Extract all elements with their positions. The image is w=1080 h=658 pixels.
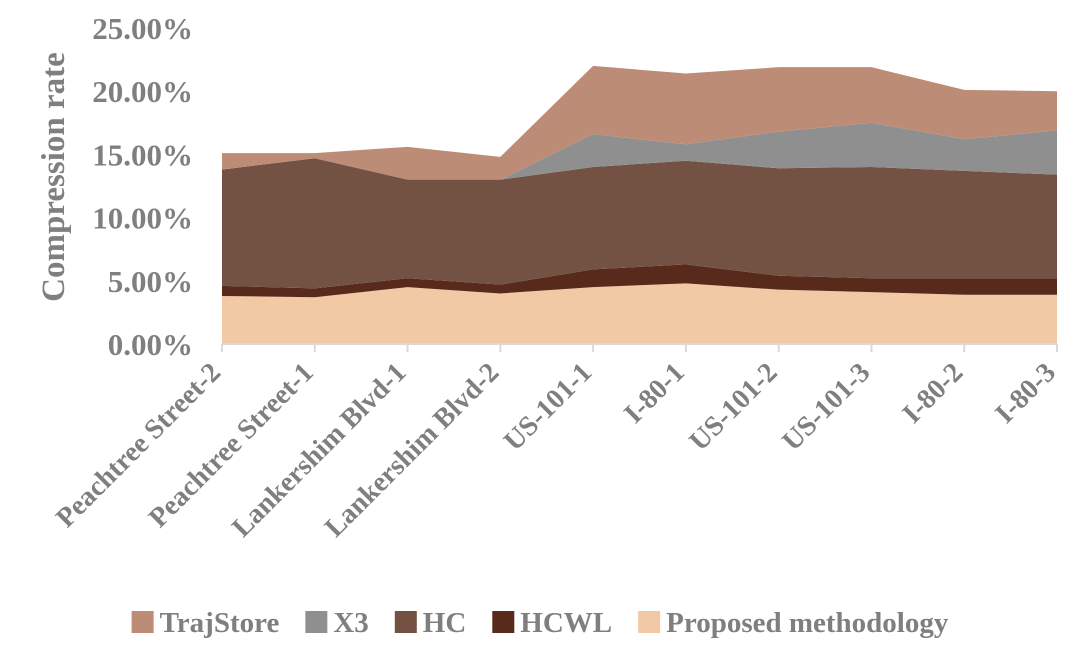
legend-swatch [638, 611, 661, 633]
x-tick-label: Lankershim Blvd-2 [319, 357, 505, 543]
y-tick-label: 0.00% [108, 327, 193, 362]
legend-label: HCWL [520, 607, 612, 639]
legend-item: HC [394, 607, 467, 639]
legend-swatch [492, 611, 515, 633]
y-tick-labels: 0.00% 5.00% 10.00% 15.00% 20.00% 25.00% [92, 11, 193, 362]
legend: TrajStore X3 HC HCWL Proposed methodology [131, 607, 949, 639]
legend-item: Proposed methodology [638, 607, 949, 639]
legend-item: TrajStore [131, 607, 280, 639]
area-proposed-methodology [222, 283, 1057, 344]
legend-label: X3 [333, 607, 368, 639]
x-tick-label: US-101-1 [498, 357, 598, 457]
x-tick-label: Peachtree Street-2 [50, 357, 227, 534]
legend-swatch [394, 611, 417, 633]
y-tick-label: 20.00% [92, 74, 193, 109]
area-trajstore [222, 65, 1057, 180]
area-x3 [222, 122, 1057, 180]
area-hcwl [222, 264, 1057, 298]
x-tick-label: I-80-2 [897, 357, 970, 430]
x-tick-label: US-101-3 [776, 357, 876, 457]
x-tick-label: I-80-1 [618, 357, 691, 430]
legend-swatch [131, 611, 154, 633]
legend-swatch [305, 611, 328, 633]
area-layers [222, 65, 1057, 344]
axes [221, 343, 1058, 352]
y-tick-label: 25.00% [92, 11, 193, 46]
area-hc [222, 158, 1057, 289]
y-tick-label: 10.00% [92, 201, 193, 236]
y-axis-title: Compression rate [36, 52, 72, 302]
legend-item: X3 [305, 607, 369, 639]
y-tick-label: 15.00% [92, 137, 193, 172]
legend-label: Proposed methodology [666, 607, 949, 639]
x-tick-label: US-101-2 [684, 357, 784, 457]
legend-item: HCWL [492, 607, 612, 639]
legend-label: HC [423, 607, 467, 639]
x-tick-label: Peachtree Street-1 [143, 357, 320, 534]
x-tick-label: I-80-3 [989, 357, 1062, 430]
legend-label: TrajStore [160, 607, 280, 639]
y-tick-label: 5.00% [108, 264, 193, 299]
x-tick-label: Lankershim Blvd-1 [226, 357, 412, 543]
